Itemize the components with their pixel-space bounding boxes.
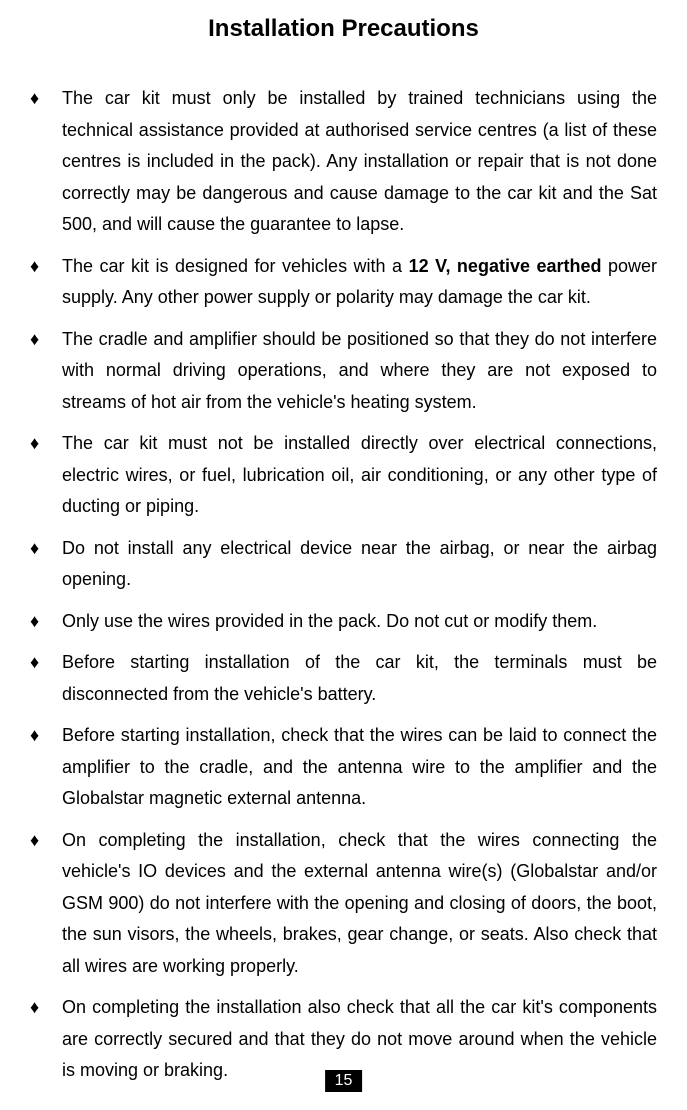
page-title: Installation Precautions: [30, 15, 657, 43]
bullet-marker-icon: ♦: [30, 428, 62, 523]
bullet-marker-icon: ♦: [30, 606, 62, 638]
page-number: 15: [325, 1070, 363, 1092]
list-item: ♦Do not install any electrical device ne…: [30, 533, 657, 596]
bullet-text: The car kit must only be installed by tr…: [62, 83, 657, 241]
bullet-text: The car kit must not be installed direct…: [62, 428, 657, 523]
list-item: ♦On completing the installation, check t…: [30, 825, 657, 983]
list-item: ♦Only use the wires provided in the pack…: [30, 606, 657, 638]
bullet-marker-icon: ♦: [30, 825, 62, 983]
bullet-marker-icon: ♦: [30, 533, 62, 596]
bullet-text: The car kit is designed for vehicles wit…: [62, 251, 657, 314]
list-item: ♦The car kit is designed for vehicles wi…: [30, 251, 657, 314]
bullet-text: Before starting installation, check that…: [62, 720, 657, 815]
list-item: ♦The car kit must only be installed by t…: [30, 83, 657, 241]
list-item: ♦ Before starting installation, check th…: [30, 720, 657, 815]
bullet-text: On completing the installation, check th…: [62, 825, 657, 983]
bullet-marker-icon: ♦: [30, 251, 62, 314]
bullet-text: Do not install any electrical device nea…: [62, 533, 657, 596]
bullet-text: The cradle and amplifier should be posit…: [62, 324, 657, 419]
bullet-marker-icon: ♦: [30, 720, 62, 815]
bold-text: 12 V, negative earthed: [409, 256, 602, 276]
bullet-text: Only use the wires provided in the pack.…: [62, 606, 657, 638]
bullet-marker-icon: ♦: [30, 992, 62, 1087]
list-item: ♦The car kit must not be installed direc…: [30, 428, 657, 523]
bullet-text: Before starting installation of the car …: [62, 647, 657, 710]
list-item: ♦Before starting installation of the car…: [30, 647, 657, 710]
bullet-marker-icon: ♦: [30, 83, 62, 241]
bullet-marker-icon: ♦: [30, 324, 62, 419]
list-item: ♦The cradle and amplifier should be posi…: [30, 324, 657, 419]
bullet-marker-icon: ♦: [30, 647, 62, 710]
precaution-list: ♦The car kit must only be installed by t…: [30, 83, 657, 1087]
